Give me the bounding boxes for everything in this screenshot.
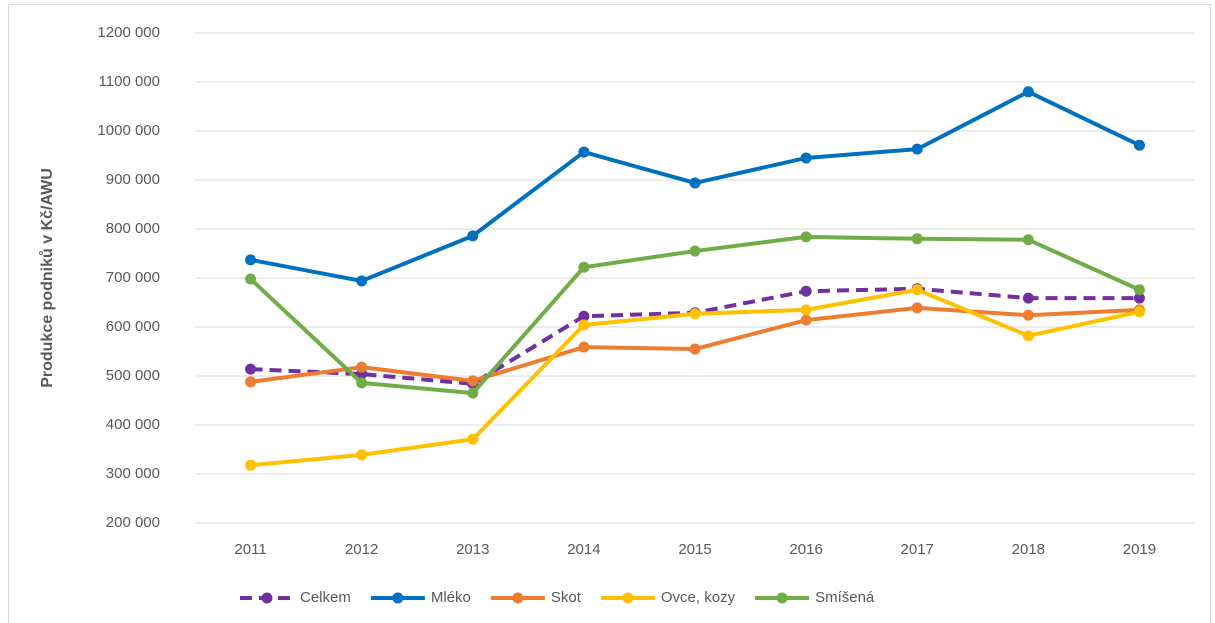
data-point xyxy=(911,302,923,314)
x-tick-label: 2018 xyxy=(1012,541,1045,558)
data-point xyxy=(356,377,368,389)
data-point xyxy=(467,375,479,387)
y-tick-label: 900 000 xyxy=(106,171,160,188)
data-point xyxy=(1133,284,1145,296)
data-point xyxy=(356,275,368,287)
legend-label: Celkem xyxy=(300,589,351,606)
data-point xyxy=(1133,139,1145,151)
y-tick-label: 500 000 xyxy=(106,367,160,384)
data-point xyxy=(356,361,368,373)
x-tick-label: 2017 xyxy=(901,541,934,558)
y-tick-label: 400 000 xyxy=(106,416,160,433)
x-tick-label: 2013 xyxy=(456,541,489,558)
y-tick-label: 1100 000 xyxy=(99,73,160,90)
data-point xyxy=(1133,306,1145,318)
data-point xyxy=(356,449,368,461)
x-tick-label: 2014 xyxy=(567,541,600,558)
data-point xyxy=(800,314,812,326)
data-point xyxy=(689,245,701,257)
y-tick-label: 300 000 xyxy=(106,465,160,482)
y-tick-label: 1200 000 xyxy=(97,24,160,41)
legend-marker xyxy=(776,592,788,604)
data-point xyxy=(800,231,812,243)
data-point xyxy=(1022,330,1034,342)
x-tick-label: 2016 xyxy=(789,541,822,558)
data-point xyxy=(911,233,923,245)
data-point xyxy=(1022,86,1034,98)
data-point xyxy=(245,376,257,388)
data-point xyxy=(578,319,590,331)
data-point xyxy=(911,143,923,155)
data-point xyxy=(245,459,257,471)
data-point xyxy=(689,343,701,355)
data-point xyxy=(578,341,590,353)
y-tick-label: 1000 000 xyxy=(97,122,160,139)
x-tick-label: 2019 xyxy=(1123,541,1156,558)
legend-marker xyxy=(512,592,524,604)
data-point xyxy=(1133,292,1145,304)
legend-label: Skot xyxy=(551,589,582,606)
data-point xyxy=(800,285,812,297)
data-point xyxy=(800,304,812,316)
data-point xyxy=(578,261,590,273)
x-tick-label: 2011 xyxy=(234,541,266,558)
data-point xyxy=(467,433,479,445)
legend-marker xyxy=(622,592,634,604)
data-point xyxy=(1022,292,1034,304)
legend-marker xyxy=(261,592,273,604)
data-point xyxy=(911,284,923,296)
data-point xyxy=(578,310,590,322)
data-point xyxy=(467,387,479,399)
y-tick-label: 700 000 xyxy=(106,269,160,286)
data-point xyxy=(245,273,257,285)
legend-label: Mléko xyxy=(431,589,471,606)
legend-label: Ovce, kozy xyxy=(661,589,736,606)
y-tick-label: 200 000 xyxy=(106,514,160,531)
data-point xyxy=(467,230,479,242)
data-point xyxy=(689,177,701,189)
x-tick-label: 2015 xyxy=(678,541,711,558)
legend-label: Smíšená xyxy=(815,589,875,606)
data-point xyxy=(1022,234,1034,246)
y-tick-label: 800 000 xyxy=(106,220,160,237)
data-point xyxy=(578,146,590,158)
x-tick-label: 2012 xyxy=(345,541,378,558)
y-tick-label: 600 000 xyxy=(106,318,160,335)
data-point xyxy=(689,308,701,320)
legend-marker xyxy=(392,592,404,604)
data-point xyxy=(245,363,257,375)
y-axis-label: Produkce podniků v Kč/AWU xyxy=(39,168,56,388)
data-point xyxy=(245,254,257,266)
data-point xyxy=(800,152,812,164)
data-point xyxy=(1022,309,1034,321)
